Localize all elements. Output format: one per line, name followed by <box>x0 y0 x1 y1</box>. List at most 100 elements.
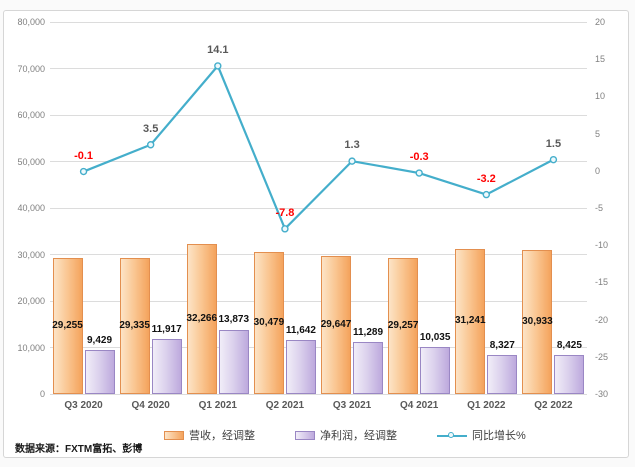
bar-revenue <box>186 243 217 394</box>
chart-frame: 29,255 9,429 29,335 11,917 32,266 13,873 30,47… <box>3 10 629 458</box>
left-axis-label: 40,000 <box>17 203 45 213</box>
growth-line-swatch-icon <box>437 431 467 440</box>
profit-swatch-icon <box>295 430 315 440</box>
legend-profit-label: 净利润，经调整 <box>320 430 397 442</box>
bar-revenue <box>522 250 553 394</box>
x-axis-label: Q4 2021 <box>400 400 439 411</box>
bar-profit <box>151 338 182 394</box>
left-axis-label: 20,000 <box>17 296 45 306</box>
growth-value-label: 1.3 <box>344 139 360 152</box>
gridline <box>50 393 587 395</box>
left-axis-label: 80,000 <box>17 17 45 27</box>
growth-trend-line <box>79 62 558 233</box>
right-axis-label: 15 <box>595 54 606 65</box>
left-axis-label: 10,000 <box>17 342 45 353</box>
bar-profit <box>420 347 451 394</box>
line-marker-icon <box>482 190 491 199</box>
x-axis-label: Q1 2021 <box>198 400 237 411</box>
bar-revenue <box>119 257 150 394</box>
gridline <box>50 300 587 302</box>
trend-polyline <box>83 63 554 231</box>
profit-value-label: 11,917 <box>151 323 182 335</box>
x-axis-label: Q2 2022 <box>534 400 573 411</box>
revenue-value-label: 29,335 <box>119 319 150 331</box>
right-axis-label: -5 <box>595 203 604 213</box>
source-note: 数据来源：FXTM富拓、彭博 <box>15 444 143 455</box>
right-axis-label: -15 <box>595 277 609 288</box>
right-axis-label: -10 <box>595 240 609 251</box>
line-marker-icon <box>146 141 155 149</box>
profit-value-label: 11,289 <box>352 326 384 338</box>
revenue-value-label: 31,241 <box>454 315 486 327</box>
line-marker-icon <box>549 155 558 164</box>
growth-value-label: 1.5 <box>545 137 562 150</box>
bar-revenue <box>388 257 419 394</box>
line-marker-icon <box>415 169 423 177</box>
bar-revenue <box>253 252 284 394</box>
revenue-value-label: 29,257 <box>387 319 419 331</box>
left-axis-label: 60,000 <box>17 110 45 120</box>
right-axis-label: -20 <box>595 314 609 325</box>
x-axis-label: Q1 2022 <box>467 400 506 411</box>
profit-value-label: 8,425 <box>556 339 582 351</box>
bar-profit <box>218 329 249 394</box>
bar-revenue <box>321 256 351 394</box>
growth-value-label: 3.5 <box>143 122 159 135</box>
gridline <box>50 254 587 255</box>
bar-profit <box>84 350 115 394</box>
revenue-value-label: 29,647 <box>320 319 352 331</box>
right-axis-label: -30 <box>595 389 609 399</box>
revenue-value-label: 30,933 <box>522 316 553 328</box>
legend-revenue-label: 营收，经调整 <box>189 430 255 442</box>
right-axis-label: 10 <box>595 91 606 102</box>
legend: 营收，经调整 净利润，经调整 同比增长% <box>164 427 526 443</box>
line-marker-icon <box>214 62 222 70</box>
left-axis-label: 0 <box>39 389 45 399</box>
bar-profit <box>487 355 518 394</box>
legend-item-growth: 同比增长% <box>437 427 526 443</box>
profit-value-label: 11,642 <box>285 324 316 336</box>
growth-value-label: -0.1 <box>74 149 94 162</box>
bar-revenue <box>455 248 486 394</box>
revenue-value-label: 32,266 <box>186 312 218 324</box>
growth-value-label: -7.8 <box>275 206 295 219</box>
legend-growth-label: 同比增长% <box>472 430 526 442</box>
left-axis-label: 50,000 <box>17 156 45 167</box>
bar-profit <box>285 339 316 394</box>
revenue-swatch-icon <box>164 430 184 440</box>
right-axis-label: 20 <box>595 17 606 27</box>
x-axis-label: Q3 2020 <box>64 400 103 411</box>
right-axis-label: -25 <box>595 351 609 362</box>
x-axis-label: Q2 2021 <box>265 400 305 411</box>
gridline <box>50 21 587 23</box>
profit-value-label: 9,429 <box>86 335 113 347</box>
revenue-value-label: 30,479 <box>253 317 285 329</box>
bar-profit <box>554 354 585 394</box>
bar-revenue <box>52 257 83 394</box>
revenue-value-label: 29,255 <box>52 319 83 331</box>
profit-value-label: 8,327 <box>489 340 515 352</box>
gridline <box>50 347 587 348</box>
x-axis-label: Q4 2020 <box>131 400 170 411</box>
left-axis-label: 30,000 <box>17 249 45 260</box>
x-axis-label: Q3 2021 <box>332 400 372 411</box>
growth-value-label: -0.3 <box>409 151 429 164</box>
gridline <box>50 207 587 209</box>
right-axis-label: 5 <box>595 128 601 139</box>
line-marker-icon <box>348 157 356 165</box>
left-axis-label: 70,000 <box>17 63 45 74</box>
growth-value-label: 14.1 <box>207 43 229 56</box>
profit-value-label: 10,035 <box>419 332 451 344</box>
legend-item-profit: 净利润，经调整 <box>295 427 397 443</box>
line-marker-icon <box>79 167 88 176</box>
growth-value-label: -3.2 <box>476 172 496 185</box>
profit-value-label: 13,873 <box>218 314 250 326</box>
right-axis-label: 0 <box>595 165 601 176</box>
bar-profit <box>353 341 383 394</box>
gridline <box>50 114 587 116</box>
gridline <box>50 161 587 162</box>
plot-area: 29,255 9,429 29,335 11,917 32,266 13,873 30,47… <box>50 21 587 395</box>
legend-item-revenue: 营收，经调整 <box>164 427 255 443</box>
line-marker-icon <box>281 225 289 233</box>
gridline <box>50 68 587 69</box>
